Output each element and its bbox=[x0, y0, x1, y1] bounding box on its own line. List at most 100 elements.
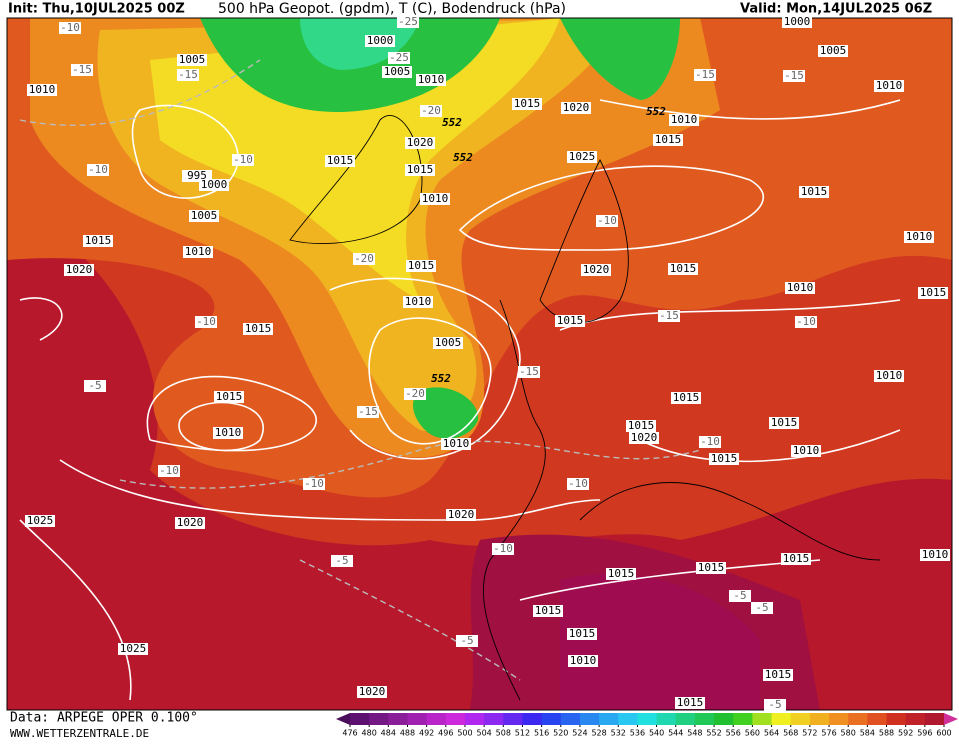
temperature-label: -5 bbox=[733, 589, 746, 602]
pressure-label: 1010 bbox=[185, 245, 212, 258]
pressure-label: 1015 bbox=[628, 419, 655, 432]
pressure-label: 1005 bbox=[384, 65, 411, 78]
temperature-label: -15 bbox=[695, 68, 715, 81]
temperature-label: -5 bbox=[460, 634, 473, 647]
temperature-label: -5 bbox=[768, 698, 781, 711]
temperature-label-bg bbox=[699, 436, 721, 448]
colorbar-end bbox=[336, 713, 350, 725]
temperature-label-bg bbox=[404, 388, 426, 400]
colorbar-tick-label: 600 bbox=[936, 729, 951, 738]
temperature-label-bg bbox=[456, 635, 478, 647]
colorbar-tick-label: 512 bbox=[515, 729, 530, 738]
pressure-label-bg bbox=[365, 35, 395, 47]
pressure-label: 1010 bbox=[443, 437, 470, 450]
colorbar-tick-label: 532 bbox=[611, 729, 626, 738]
pressure-label: 1025 bbox=[569, 150, 596, 163]
pressure-label-bg bbox=[433, 337, 463, 349]
colorbar-segment bbox=[809, 713, 830, 725]
temperature-label: -10 bbox=[60, 21, 80, 34]
pressure-label-bg bbox=[561, 102, 591, 114]
pressure-label: 1015 bbox=[801, 185, 828, 198]
colorbar-tick-label: 560 bbox=[745, 729, 760, 738]
pressure-label-bg bbox=[555, 315, 585, 327]
pressure-label: 1005 bbox=[191, 209, 218, 222]
colorbar-segment bbox=[388, 713, 408, 725]
pressure-label: 1025 bbox=[120, 642, 147, 655]
colorbar-segment bbox=[905, 713, 926, 725]
temperature-label: -10 bbox=[597, 214, 617, 227]
temperature-label: -15 bbox=[72, 63, 92, 76]
colorbar-segment bbox=[829, 713, 849, 725]
pressure-label: 1010 bbox=[405, 295, 432, 308]
colorbar-segment bbox=[579, 713, 600, 725]
temperature-label-bg bbox=[751, 602, 773, 614]
colorbar-segment bbox=[656, 713, 677, 725]
colorbar-tick-label: 520 bbox=[553, 729, 568, 738]
colorbar-tick-label: 584 bbox=[860, 729, 875, 738]
pressure-label: 1010 bbox=[422, 192, 449, 205]
temperature-label-bg bbox=[353, 253, 375, 265]
pressure-label: 1010 bbox=[787, 281, 814, 294]
pressure-label-bg bbox=[874, 370, 904, 382]
pressure-label: 1000 bbox=[201, 178, 228, 191]
pressure-label-bg bbox=[83, 235, 113, 247]
init-time: Init: Thu,10JUL2025 00Z bbox=[8, 2, 185, 17]
colorbar-segment bbox=[752, 713, 773, 725]
temperature-label-bg bbox=[658, 310, 680, 322]
pressure-label-bg bbox=[183, 246, 213, 258]
data-source: Data: ARPEGE OPER 0.100° bbox=[10, 711, 198, 726]
pressure-label: 1020 bbox=[448, 508, 475, 521]
pressure-label: 1015 bbox=[673, 391, 700, 404]
colorbar-segment bbox=[407, 713, 428, 725]
pressure-label: 1020 bbox=[407, 136, 434, 149]
pressure-label: 1015 bbox=[677, 696, 704, 709]
temperature-label-bg bbox=[420, 105, 442, 117]
geopotential-label: 552 bbox=[431, 372, 451, 385]
pressure-label: 1010 bbox=[922, 548, 949, 561]
temperature-label: -25 bbox=[398, 15, 418, 28]
colorbar-segment bbox=[637, 713, 658, 725]
temperature-label: -10 bbox=[568, 477, 588, 490]
pressure-label-bg bbox=[567, 628, 597, 640]
temperature-label: -10 bbox=[88, 163, 108, 176]
colorbar-segment bbox=[771, 713, 792, 725]
colorbar-tick-label: 496 bbox=[438, 729, 453, 738]
pressure-label-bg bbox=[243, 323, 273, 335]
colorbar-tick-label: 484 bbox=[381, 729, 396, 738]
pressure-label-bg bbox=[763, 669, 793, 681]
pressure-label-bg bbox=[27, 84, 57, 96]
temperature-label: -10 bbox=[796, 315, 816, 328]
pressure-label: 1000 bbox=[367, 34, 394, 47]
pressure-label-bg bbox=[818, 45, 848, 57]
pressure-label: 1020 bbox=[359, 685, 386, 698]
pressure-label-bg bbox=[629, 432, 659, 444]
colorbar-tick-label: 568 bbox=[783, 729, 798, 738]
pressure-label: 1015 bbox=[557, 314, 584, 327]
pressure-label-bg bbox=[669, 114, 699, 126]
pressure-label-bg bbox=[441, 438, 471, 450]
pressure-label-bg bbox=[918, 287, 948, 299]
temperature-label-bg bbox=[195, 316, 217, 328]
colorbar-segment bbox=[369, 713, 389, 725]
pressure-label-bg bbox=[675, 697, 705, 709]
temperature-label: -15 bbox=[358, 405, 378, 418]
pressure-label-bg bbox=[671, 392, 701, 404]
pressure-label: 1015 bbox=[535, 604, 562, 617]
temperature-label-bg bbox=[71, 64, 93, 76]
temperature-label: -10 bbox=[493, 542, 513, 555]
pressure-label: 1010 bbox=[876, 369, 903, 382]
pressure-label: 1015 bbox=[771, 416, 798, 429]
colorbar-tick-label: 480 bbox=[362, 729, 377, 738]
colorbar-tick-label: 536 bbox=[630, 729, 645, 738]
pressure-label: 1015 bbox=[655, 133, 682, 146]
colorbar-tick-label: 572 bbox=[802, 729, 817, 738]
pressure-label-bg bbox=[785, 282, 815, 294]
temperature-label: -15 bbox=[178, 68, 198, 81]
temperature-label: -20 bbox=[421, 104, 441, 117]
pressure-label: 1005 bbox=[820, 44, 847, 57]
temperature-label: -15 bbox=[784, 69, 804, 82]
temperature-label-bg bbox=[331, 555, 353, 567]
colorbar-tick-label: 576 bbox=[821, 729, 836, 738]
colorbar-segment bbox=[714, 713, 734, 725]
pressure-label: 1020 bbox=[177, 516, 204, 529]
